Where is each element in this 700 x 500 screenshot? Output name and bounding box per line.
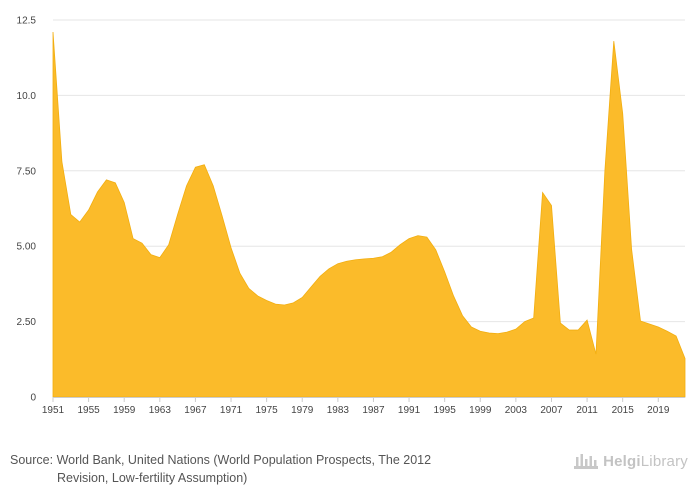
y-tick-label: 0: [30, 393, 36, 404]
x-tick-label: 1967: [184, 405, 207, 416]
brand-name-part2: Library: [640, 452, 688, 470]
area-series-fill: [52, 32, 686, 398]
source-text-line2: Revision, Low-fertility Assumption): [57, 471, 248, 485]
x-tick-label: 1995: [434, 405, 457, 416]
y-tick-label: 12.5: [17, 16, 37, 27]
y-tick-label: 10.0: [17, 91, 37, 102]
source-label: Source:: [10, 453, 54, 467]
x-tick-label: 1999: [469, 405, 492, 416]
helgi-library-logo-icon: [574, 454, 599, 469]
x-tick-label: 2011: [576, 405, 598, 416]
x-tick-label: 1991: [398, 405, 421, 416]
chart-area: 0 2.50 5.00 7.50 10.0 12.5 1951 1955 1959 1963 19…: [17, 16, 686, 416]
source-note: Source: World Bank, United Nations (Worl…: [10, 451, 530, 487]
y-axis-ticks: 0 2.50 5.00 7.50 10.0 12.5: [17, 16, 37, 404]
gridlines: [53, 19, 685, 323]
x-tick-label: 1987: [362, 405, 385, 416]
x-tick-label: 1959: [113, 405, 136, 416]
brand-name-part1: Helgi: [603, 452, 641, 470]
source-text-line1: World Bank, United Nations (World Popula…: [56, 453, 432, 467]
x-tick-label: 1979: [291, 405, 314, 416]
x-tick-label: 1963: [149, 405, 172, 416]
x-tick-label: 2003: [505, 405, 528, 416]
x-tick-label: 1955: [77, 405, 100, 416]
helgi-library-brand[interactable]: Helgi Library: [573, 450, 688, 472]
x-tick-label: 1971: [220, 405, 243, 416]
x-axis-ticks: 1951 1955 1959 1963 1967 1971 1975 1979 1983 1987…: [42, 397, 670, 416]
x-tick-label: 1951: [42, 405, 65, 416]
x-tick-label: 1983: [327, 405, 350, 416]
series-area: [52, 32, 686, 398]
x-tick-label: 2019: [647, 405, 670, 416]
y-tick-label: 7.50: [17, 166, 37, 177]
x-tick-label: 1975: [256, 405, 279, 416]
x-tick-label: 2007: [540, 405, 563, 416]
y-tick-label: 5.00: [17, 242, 37, 253]
y-tick-label: 2.50: [17, 317, 37, 328]
x-tick-label: 2015: [612, 405, 635, 416]
